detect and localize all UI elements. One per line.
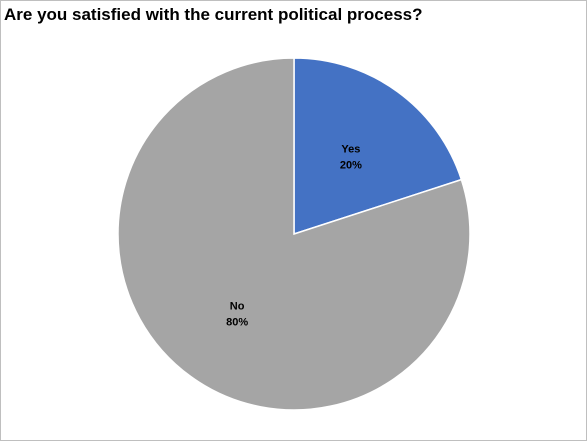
data-label-category-yes: Yes [341, 144, 360, 156]
data-label-category-no: No [230, 300, 245, 312]
data-label-percent-no: 80% [226, 316, 248, 328]
data-label-percent-yes: 20% [340, 160, 362, 172]
pie-slice-yes [293, 57, 463, 236]
chart-title: Are you satisfied with the current polit… [4, 5, 423, 24]
pie-slice-no [117, 57, 471, 411]
